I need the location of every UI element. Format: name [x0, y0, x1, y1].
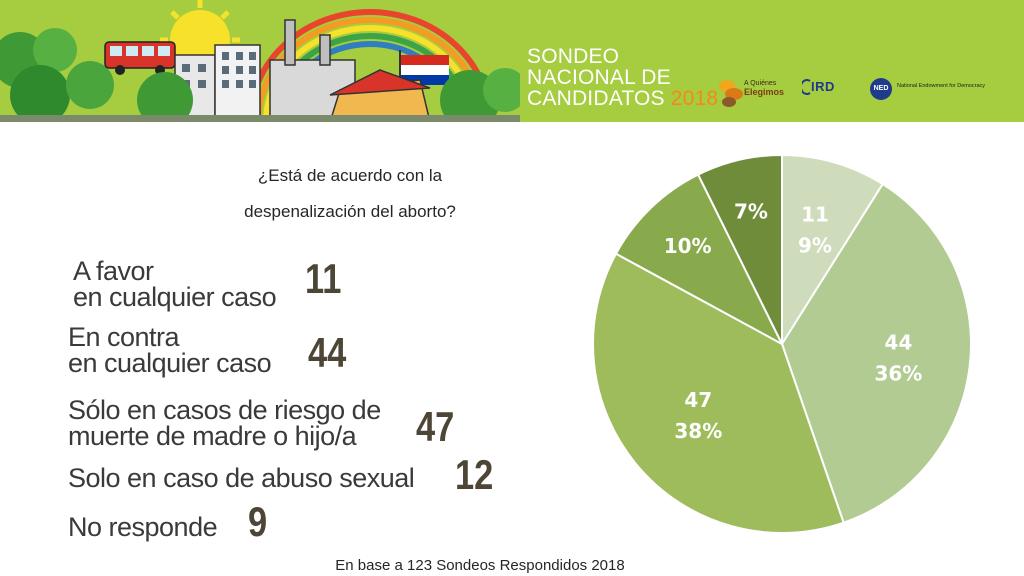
- slice-value-label: 47: [684, 388, 712, 412]
- a-quienes-elegimos-logo: A Quiénes Elegimos: [718, 74, 784, 113]
- logo-ned-badge: NED: [870, 78, 892, 100]
- answer-count: 11: [305, 255, 342, 302]
- answer-line-1: A favor: [73, 256, 154, 286]
- pie-slice-3: [592, 252, 845, 534]
- hands-logo-icon: [719, 80, 743, 107]
- answer-count: 47: [416, 403, 455, 450]
- logo-ned-text: National Endowment for Democracy: [897, 83, 986, 89]
- answer-abuso-sexual: Solo en caso de abuso sexual: [68, 463, 415, 493]
- answer-line-2: en cualquier caso: [68, 348, 272, 378]
- answer-line-1: Solo en caso de abuso sexual: [68, 463, 415, 493]
- answer-count: 9: [248, 498, 268, 545]
- answer-en-contra: En contra en cualquier caso: [68, 322, 272, 378]
- header-banner: SONDEO NACIONAL DE CANDIDATOS 2018 A Qui…: [0, 0, 1024, 122]
- answer-line-2: en cualquier caso: [73, 282, 277, 312]
- slice-percent-label: 36%: [874, 361, 922, 385]
- slice-value-label: 44: [884, 330, 912, 354]
- ird-swirl-icon: [802, 79, 811, 95]
- survey-title: SONDEO NACIONAL DE CANDIDATOS 2018: [527, 46, 727, 109]
- pie-chart: 11 9% 44 36% 47 38% 10% 7%: [592, 153, 972, 534]
- logo-aqe-line1: A Quiénes: [744, 80, 777, 87]
- title-line-2: NACIONAL DE: [527, 66, 671, 89]
- logo-aqe-line2: Elegimos: [744, 87, 785, 97]
- title-line-3: CANDIDATOS: [527, 87, 665, 110]
- answer-line-2: muerte de madre o hijo/a: [68, 421, 357, 451]
- sample-note: En base a 123 Sondeos Respondidos 2018: [335, 557, 625, 574]
- city-illustration: [0, 0, 520, 122]
- slice-percent-label: 9%: [798, 234, 832, 258]
- answer-riesgo-muerte: Sólo en casos de riesgo de muerte de mad…: [68, 395, 381, 451]
- pie-slice-4: [614, 173, 785, 347]
- bus-icon: [104, 41, 176, 75]
- slice-percent-label: 7%: [734, 199, 768, 223]
- slice-percent-label: 10%: [664, 234, 712, 258]
- pie-slice-1: [781, 153, 885, 348]
- answer-a-favor: A favor en cualquier caso: [73, 256, 277, 312]
- answer-no-responde: No responde: [68, 512, 218, 542]
- title-year: 2018: [670, 87, 719, 110]
- question-text: ¿Está de acuerdo con la despenalización …: [244, 166, 456, 221]
- pie-slice-5: [696, 153, 783, 345]
- slice-percent-label: 38%: [674, 419, 722, 443]
- slice-value-label: 11: [801, 203, 829, 227]
- answer-line-1: No responde: [68, 512, 218, 542]
- pie-slice-2: [780, 182, 972, 524]
- title-line-1: SONDEO: [527, 45, 620, 68]
- answer-line-1: En contra: [68, 322, 180, 352]
- answer-count: 44: [308, 329, 347, 376]
- answer-line-1: Sólo en casos de riesgo de: [68, 395, 381, 425]
- answer-count: 12: [455, 451, 494, 498]
- logo-ird-text: IRD: [811, 79, 835, 94]
